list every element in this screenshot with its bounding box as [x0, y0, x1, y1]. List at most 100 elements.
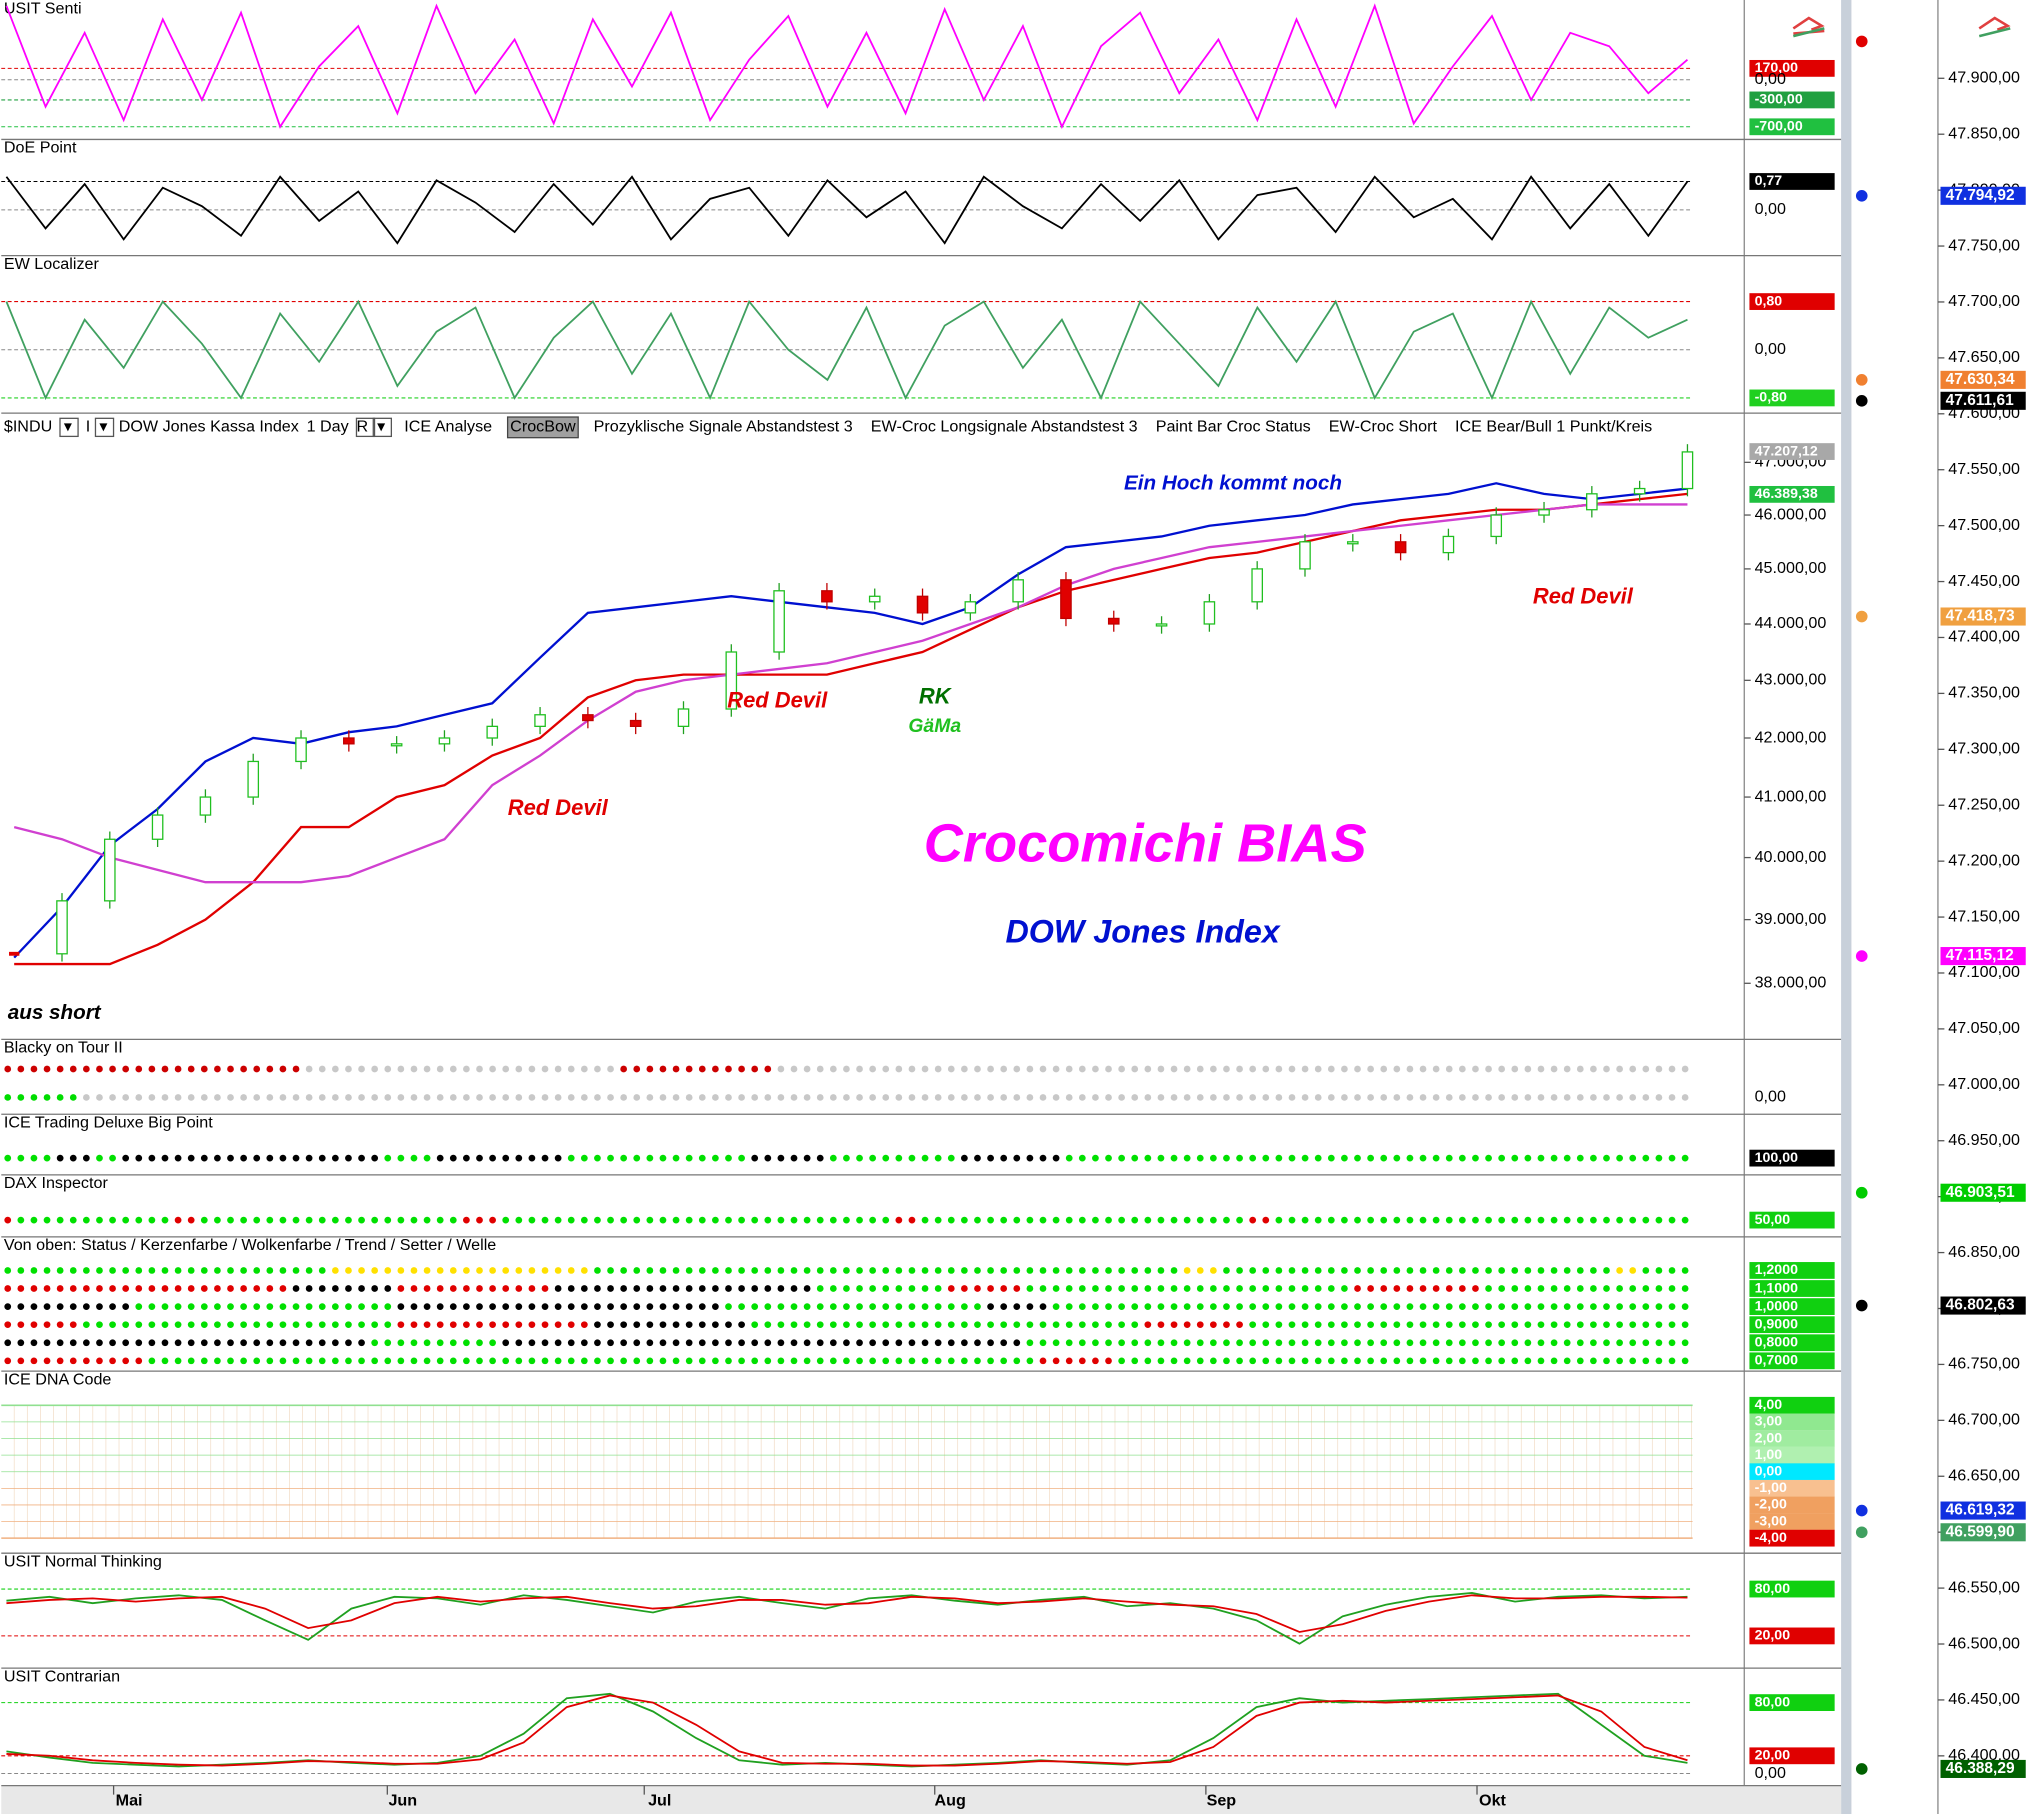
signal-dot — [580, 1065, 588, 1073]
signal-dot — [620, 1065, 628, 1073]
signal-dot — [1445, 1321, 1453, 1329]
signal-dot — [69, 1094, 77, 1101]
signal-dot — [423, 1339, 431, 1347]
signal-dot — [803, 1094, 811, 1101]
signal-dot — [1262, 1267, 1270, 1274]
signal-dot — [567, 1065, 575, 1073]
signal-dot — [1354, 1094, 1361, 1101]
signal-dot — [1367, 1357, 1374, 1365]
signal-dot — [161, 1303, 169, 1310]
chart-tool-icon[interactable] — [1978, 16, 2011, 38]
signal-dot — [528, 1285, 536, 1292]
signal-dot — [449, 1216, 457, 1224]
signal-dot — [397, 1321, 405, 1329]
signal-dot — [1314, 1357, 1322, 1365]
signal-dot — [1065, 1065, 1073, 1073]
panel-title: ICE Trading Deluxe Big Point — [4, 1114, 213, 1132]
indicator-tab[interactable]: ICE Bear/Bull 1 Punkt/Kreis — [1455, 418, 1652, 436]
signal-dot — [30, 1321, 38, 1329]
signal-dot — [528, 1339, 536, 1347]
signal-dot — [279, 1321, 287, 1329]
signal-dot — [580, 1154, 588, 1162]
signal-dot — [947, 1154, 955, 1162]
signal-dot — [1026, 1321, 1034, 1329]
signal-dot — [318, 1321, 326, 1329]
signal-dot — [1275, 1357, 1283, 1365]
chart-tool-icon[interactable] — [1792, 16, 1825, 38]
signal-dot — [1144, 1339, 1152, 1347]
marker-badge-label: 47.630,34 — [1946, 371, 2015, 388]
signal-dot — [214, 1285, 221, 1292]
signal-dot — [659, 1154, 667, 1162]
signal-dot — [371, 1321, 379, 1329]
marker-badge — [1940, 186, 2026, 205]
signal-dot — [1052, 1357, 1060, 1365]
signal-dot — [633, 1285, 641, 1292]
signal-dot — [921, 1321, 929, 1329]
signal-dot — [843, 1267, 850, 1274]
signal-dot — [266, 1321, 274, 1329]
indicator-tab[interactable]: Paint Bar Croc Status — [1156, 418, 1311, 436]
signal-dot — [646, 1285, 654, 1292]
signal-dot — [1105, 1154, 1112, 1162]
signal-dot — [1210, 1285, 1217, 1292]
signal-dot — [240, 1094, 247, 1101]
signal-dot — [541, 1339, 549, 1347]
indicator-tab[interactable]: EW-Croc Short — [1329, 418, 1438, 436]
signal-dot — [1550, 1339, 1558, 1347]
signal-dot — [1183, 1065, 1191, 1073]
signal-dot — [843, 1094, 850, 1101]
signal-dot — [43, 1065, 51, 1073]
signal-dot — [1210, 1216, 1217, 1224]
indicator-tab[interactable]: EW-Croc Longsignale Abstandstest 3 — [871, 418, 1138, 436]
signal-dot — [1157, 1267, 1165, 1274]
value-badge-label: 0,9000 — [1755, 1316, 1799, 1332]
value-badge — [1749, 1413, 1835, 1431]
candle — [343, 737, 355, 745]
signal-dot — [685, 1357, 693, 1365]
signal-dot — [1406, 1094, 1414, 1101]
signal-dot — [829, 1094, 837, 1101]
dropdown-label: I — [86, 418, 90, 436]
signal-dot — [1013, 1285, 1021, 1292]
signal-dot — [908, 1357, 916, 1365]
marker-badge-label: 46.903,51 — [1946, 1184, 2015, 1201]
signal-dot — [1406, 1065, 1414, 1073]
signal-dot — [1537, 1285, 1545, 1292]
signal-dot — [790, 1065, 798, 1073]
signal-dot — [1380, 1339, 1388, 1347]
signal-dot — [83, 1216, 90, 1224]
signal-dot — [1026, 1154, 1034, 1162]
signal-dot — [1105, 1321, 1112, 1329]
signal-dot — [331, 1339, 339, 1347]
signal-dot — [1301, 1267, 1309, 1274]
signal-dot — [1655, 1357, 1663, 1365]
signal-dot — [4, 1267, 12, 1274]
dropdown-arrow: ▾ — [377, 418, 385, 436]
indicator-tab[interactable]: ICE Analyse — [404, 418, 492, 436]
signal-dot — [397, 1216, 405, 1224]
candle — [1107, 617, 1120, 625]
signal-dot — [646, 1267, 654, 1274]
signal-dot — [712, 1065, 719, 1073]
signal-dot — [515, 1357, 523, 1365]
indicator-tab[interactable]: CrocBow — [510, 418, 576, 436]
signal-dot — [738, 1154, 745, 1162]
annotation: RK — [919, 683, 953, 708]
value-badge — [1749, 1747, 1835, 1765]
signal-dot — [961, 1285, 968, 1292]
signal-dot — [974, 1339, 981, 1347]
signal-dot — [1092, 1357, 1099, 1365]
signal-dot — [1065, 1267, 1073, 1274]
signal-dot — [856, 1303, 863, 1310]
signal-dot — [1681, 1339, 1689, 1347]
signal-dot — [1616, 1339, 1623, 1347]
scrollbar[interactable] — [1841, 0, 1852, 1814]
candle — [151, 814, 164, 840]
signal-dot — [685, 1094, 693, 1101]
indicator-tab[interactable]: Prozyklische Signale Abstandstest 3 — [594, 418, 853, 436]
signal-dot — [882, 1321, 890, 1329]
signal-dot — [843, 1285, 850, 1292]
signal-dot — [17, 1267, 25, 1274]
y-tick-label: 43.000,00 — [1755, 671, 1827, 689]
